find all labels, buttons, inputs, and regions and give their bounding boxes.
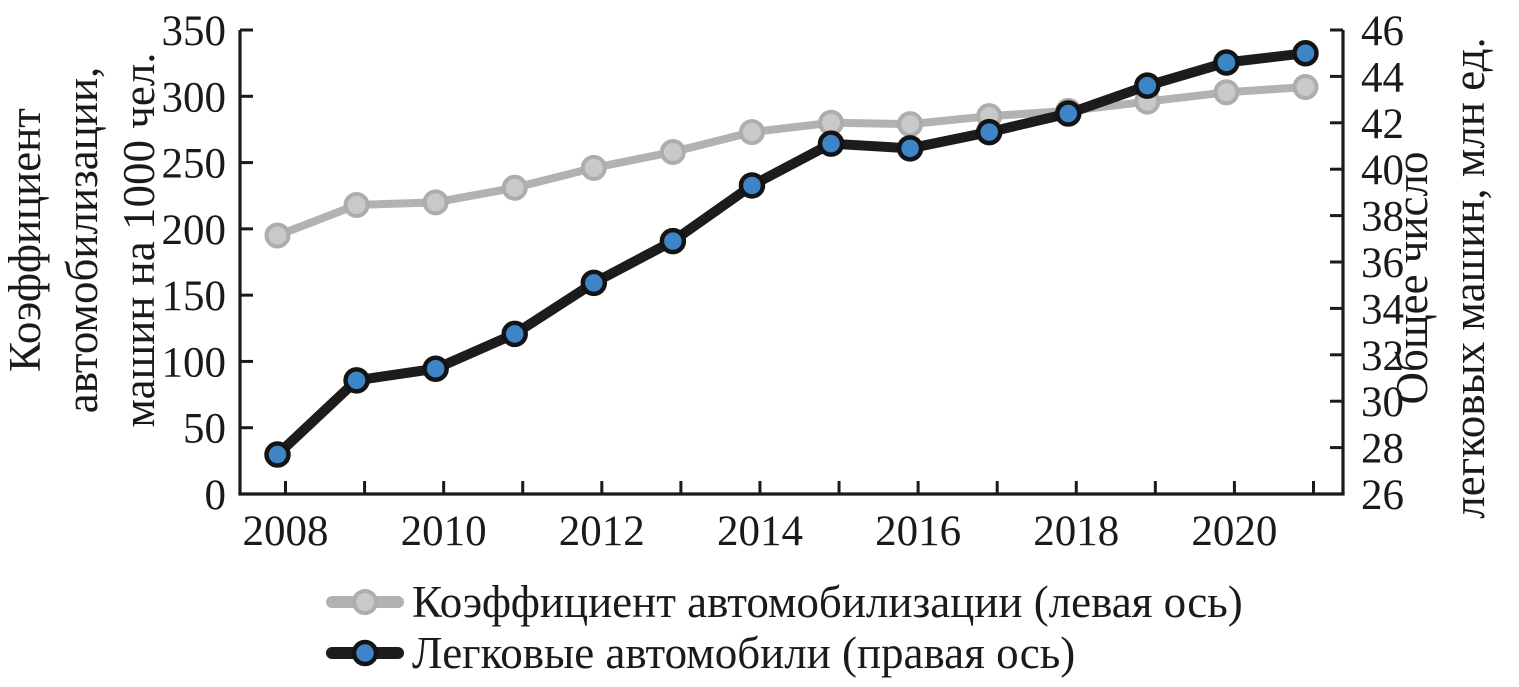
right-axis-tick-label: 42 [1361,101,1404,148]
right-axis-tick-label: 34 [1361,286,1404,333]
data-point-marker [501,320,528,348]
data-point-marker [975,118,1003,146]
right-axis-tick-label: 46 [1361,8,1404,55]
series-line [273,83,1310,240]
right-axis-title-line-2: легковых машин, млн ед. [1444,37,1494,518]
data-point-marker [1213,49,1240,76]
data-point-marker [343,367,370,394]
data-point-marker [738,172,766,199]
left-axis-tick-label: 350 [162,8,227,55]
legend-item-passenger-cars: Легковые автомобили (правая ось) [326,628,1075,678]
right-axis-tick-label: 44 [1361,54,1404,101]
legend-label-automobilization-rate: Коэффициент автомобилизации (левая ось) [412,577,1243,627]
right-axis-tick-label: 38 [1361,194,1404,241]
right-axis-tick-label: 36 [1361,240,1404,287]
left-axis-title-line-2: автомобилизации, [57,67,107,414]
data-point-marker [1292,74,1319,101]
data-point-marker [580,154,607,181]
left-axis-title-line-3: машин на 1000 чел. [114,52,164,427]
series-passenger-cars [264,39,1319,468]
data-point-marker [896,135,924,162]
data-point-marker [1213,79,1240,106]
series-line [272,48,1311,460]
data-point-marker [264,441,291,468]
right-axis-tick-label: 32 [1361,333,1404,380]
legend: Коэффициент автомобилизации (левая ось) … [326,577,1243,678]
right-axis-tick-label: 28 [1361,426,1404,473]
right-axis-tick-label: 30 [1361,379,1404,426]
data-point-marker [580,269,608,297]
x-axis-tick-label: 2014 [717,508,803,555]
left-axis-tick-label: 50 [183,406,226,453]
x-axis-tick-label: 2018 [1033,508,1119,555]
data-point-marker [1055,100,1082,127]
data-point-marker [738,119,765,146]
x-axis-tick-label: 2010 [401,508,487,555]
right-axis-tick-label: 40 [1361,147,1404,194]
left-axis-tick-label: 100 [162,339,227,386]
legend-marker-gray-circle-icon [352,589,378,615]
legend-item-automobilization-rate: Коэффициент автомобилизации (левая ось) [326,577,1243,627]
data-point-marker [501,174,528,201]
data-point-marker [1292,39,1319,67]
x-axis-tick-label: 2008 [243,508,329,555]
data-point-marker [264,222,291,249]
right-axis-title-line-1: Общее число [1387,152,1437,405]
data-point-marker [659,227,687,255]
axes-layer: 0501001502002503003502628303234363840424… [162,8,1405,555]
data-point-marker [817,130,845,157]
right-axis-tick-label: 26 [1361,472,1404,519]
data-point-marker [343,191,370,218]
data-point-marker [897,111,924,138]
legend-marker-blue-circle-icon [351,639,379,667]
left-axis-tick-label: 250 [162,141,227,188]
x-axis-tick-label: 2020 [1191,508,1277,555]
legend-label-passenger-cars: Легковые автомобили (правая ось) [412,628,1075,678]
x-axis-tick-label: 2016 [875,508,961,555]
left-axis-tick-label: 0 [205,472,227,519]
series-layer [264,39,1319,468]
left-axis-tick-label: 300 [162,74,227,121]
left-axis-tick-label: 150 [162,273,227,320]
data-point-marker [659,138,686,165]
left-axis-tick-label: 200 [162,207,227,254]
data-point-marker [1134,72,1161,99]
data-point-marker [422,355,449,382]
data-point-marker [422,189,449,216]
left-axis-title-line-1: Коэффициент [0,108,50,372]
x-axis-tick-label: 2012 [559,508,645,555]
